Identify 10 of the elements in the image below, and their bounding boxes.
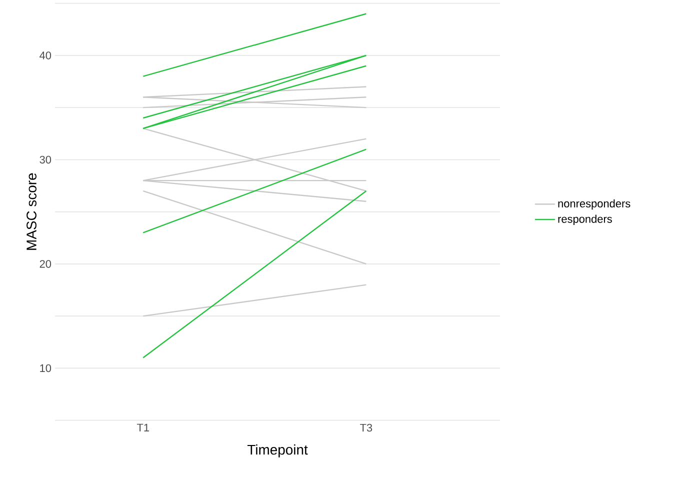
- x-tick-label: T3: [360, 424, 372, 432]
- x-tick-label: T1: [136, 424, 149, 432]
- legend-label: nonresponders: [558, 199, 630, 210]
- y-tick-label: 40: [40, 51, 52, 60]
- x-axis-title: Timepoint: [247, 444, 308, 458]
- legend-label: responders: [558, 214, 612, 225]
- y-tick-label: 20: [40, 260, 52, 268]
- y-axis-title: MASC score: [26, 173, 36, 250]
- y-tick-label: 10: [40, 364, 52, 372]
- y-tick-label: 30: [40, 156, 52, 164]
